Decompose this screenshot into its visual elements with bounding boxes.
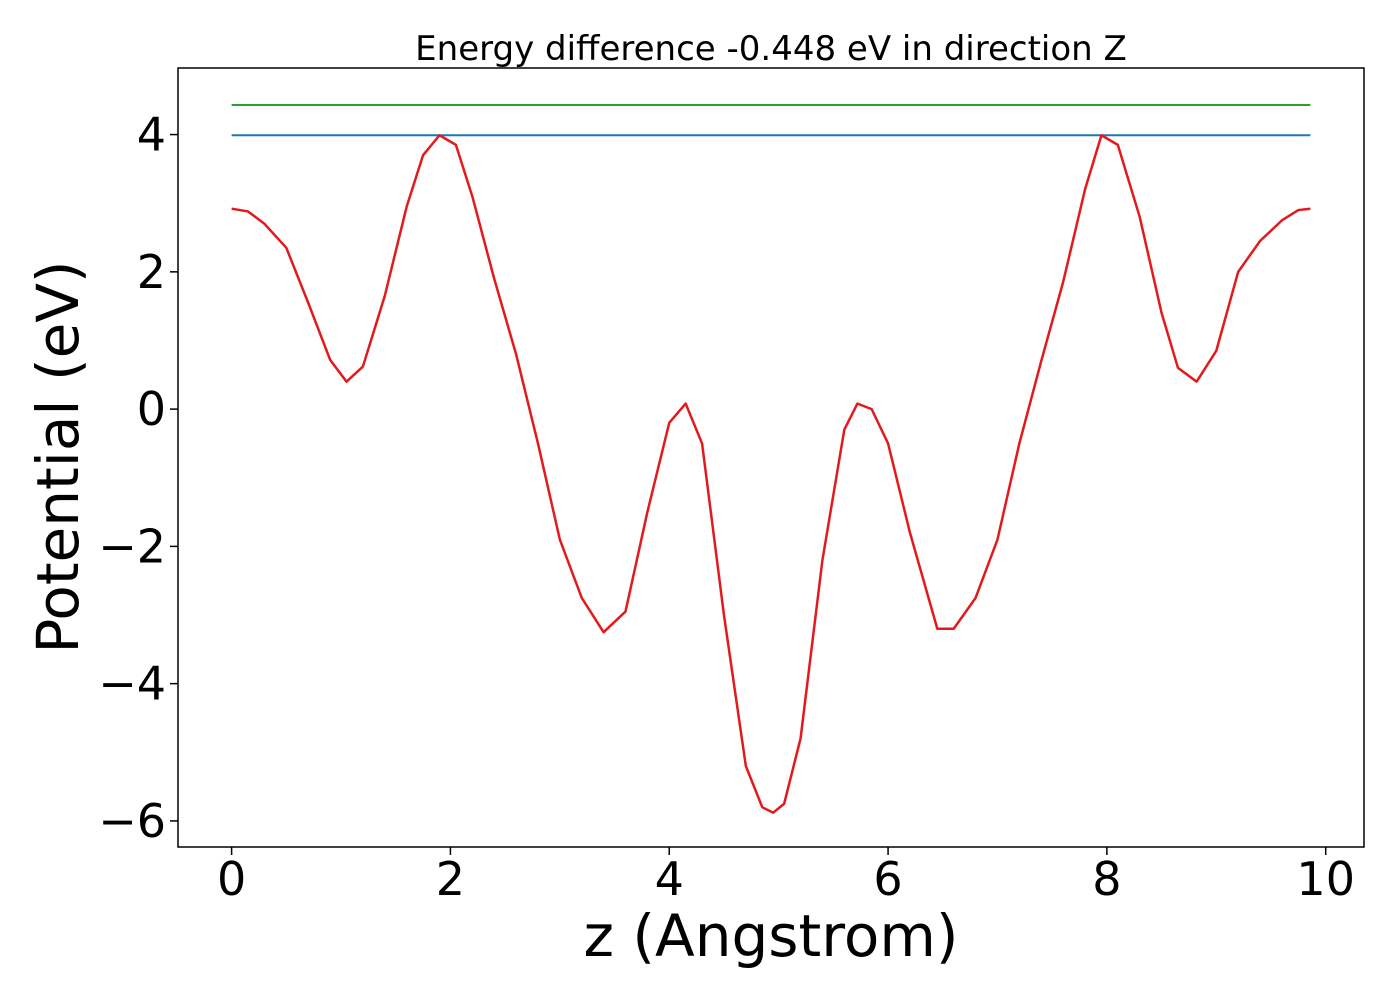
x-tick-label: 6	[873, 852, 902, 906]
series-line-3	[231, 134, 1311, 814]
x-axis-label: z (Angstrom)	[584, 902, 959, 970]
x-tick-label: 0	[217, 852, 246, 906]
y-axis-label: Potential (eV)	[24, 260, 92, 653]
x-tick-label: 8	[1092, 852, 1121, 906]
y-tick-label: 0	[137, 382, 166, 436]
x-tick-label: 2	[436, 852, 465, 906]
chart-title: Energy difference -0.448 eV in direction…	[415, 29, 1127, 69]
y-tick-label: −4	[98, 657, 166, 711]
y-tick-label: −6	[98, 794, 166, 848]
y-tick-label: 4	[137, 108, 166, 162]
y-tick-label: −2	[98, 519, 166, 573]
y-axis: −6 −4 −2 0 2 4	[98, 108, 178, 848]
plot-area	[231, 104, 1311, 814]
x-tick-label: 4	[655, 852, 684, 906]
plot-frame	[177, 67, 1365, 848]
x-tick-label: 10	[1296, 852, 1355, 906]
x-axis: 0 2 4 6 8 10	[217, 847, 1355, 906]
y-tick-label: 2	[137, 245, 166, 299]
